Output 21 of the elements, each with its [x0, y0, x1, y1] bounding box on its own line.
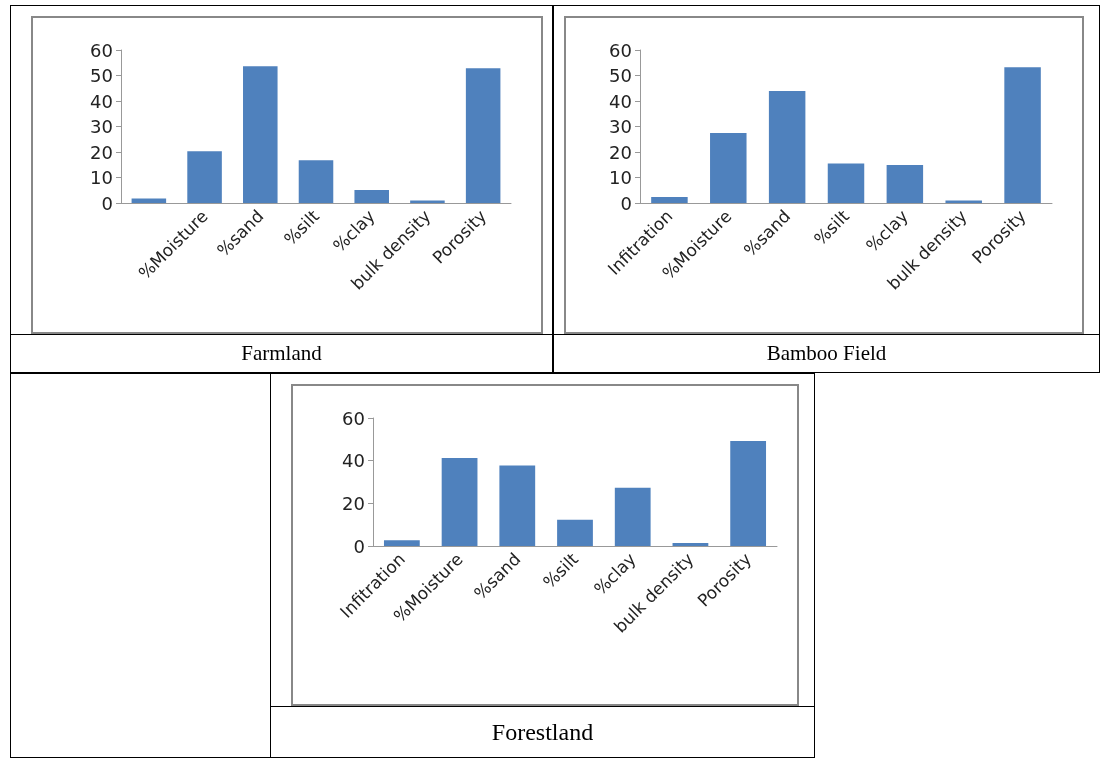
y-tick-label: 60: [609, 39, 632, 61]
y-tick-label: 10: [90, 167, 113, 188]
y-tick-label: 50: [609, 65, 632, 86]
y-tick-label: 40: [342, 450, 365, 472]
y-tick-label: 30: [90, 116, 113, 137]
y-tick-label: 30: [609, 116, 632, 137]
y-tick-label: 10: [609, 167, 632, 188]
y-tick-label: 0: [353, 535, 365, 557]
text: Bamboo Field: [554, 334, 1099, 372]
y-tick-label: 50: [90, 65, 113, 86]
y-tick-label: 60: [90, 39, 113, 61]
y-tick-label: 40: [90, 90, 113, 112]
y-tick-label: 0: [101, 192, 113, 214]
text: Farmland: [11, 334, 552, 372]
y-tick-label: 0: [620, 192, 632, 214]
y-tick-label: 20: [342, 492, 365, 514]
y-tick-label: 20: [609, 141, 632, 163]
y-tick-label: 40: [609, 90, 632, 112]
y-tick-label: 60: [342, 407, 365, 429]
y-tick-label: 20: [90, 141, 113, 163]
text: Forestland: [271, 706, 814, 757]
